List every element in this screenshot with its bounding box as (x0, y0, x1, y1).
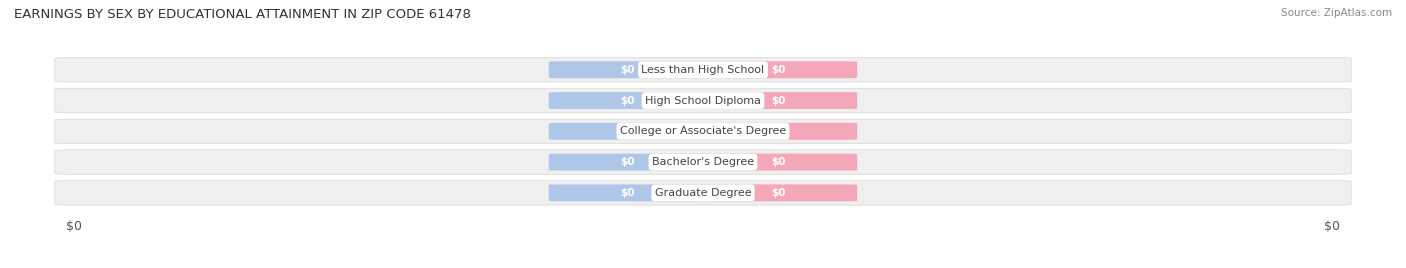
FancyBboxPatch shape (55, 119, 1351, 144)
FancyBboxPatch shape (700, 184, 858, 201)
Text: $0: $0 (620, 188, 634, 198)
FancyBboxPatch shape (700, 61, 858, 78)
Text: $0: $0 (772, 96, 786, 106)
Text: Source: ZipAtlas.com: Source: ZipAtlas.com (1281, 8, 1392, 18)
FancyBboxPatch shape (700, 92, 858, 109)
Text: College or Associate's Degree: College or Associate's Degree (620, 126, 786, 136)
Text: Graduate Degree: Graduate Degree (655, 188, 751, 198)
FancyBboxPatch shape (700, 123, 858, 140)
FancyBboxPatch shape (700, 154, 858, 170)
Text: High School Diploma: High School Diploma (645, 96, 761, 106)
Text: Less than High School: Less than High School (641, 65, 765, 75)
Text: $0: $0 (620, 65, 634, 75)
Text: $0: $0 (620, 96, 634, 106)
FancyBboxPatch shape (548, 184, 706, 201)
Text: $0: $0 (772, 126, 786, 136)
Text: $0: $0 (772, 157, 786, 167)
Text: $0: $0 (772, 188, 786, 198)
FancyBboxPatch shape (55, 57, 1351, 82)
FancyBboxPatch shape (55, 150, 1351, 174)
Text: Bachelor's Degree: Bachelor's Degree (652, 157, 754, 167)
Text: $0: $0 (620, 126, 634, 136)
FancyBboxPatch shape (548, 92, 706, 109)
Text: $0: $0 (620, 157, 634, 167)
Text: EARNINGS BY SEX BY EDUCATIONAL ATTAINMENT IN ZIP CODE 61478: EARNINGS BY SEX BY EDUCATIONAL ATTAINMEN… (14, 8, 471, 21)
FancyBboxPatch shape (55, 88, 1351, 113)
FancyBboxPatch shape (548, 123, 706, 140)
FancyBboxPatch shape (548, 154, 706, 170)
FancyBboxPatch shape (55, 181, 1351, 205)
FancyBboxPatch shape (548, 61, 706, 78)
Text: $0: $0 (772, 65, 786, 75)
